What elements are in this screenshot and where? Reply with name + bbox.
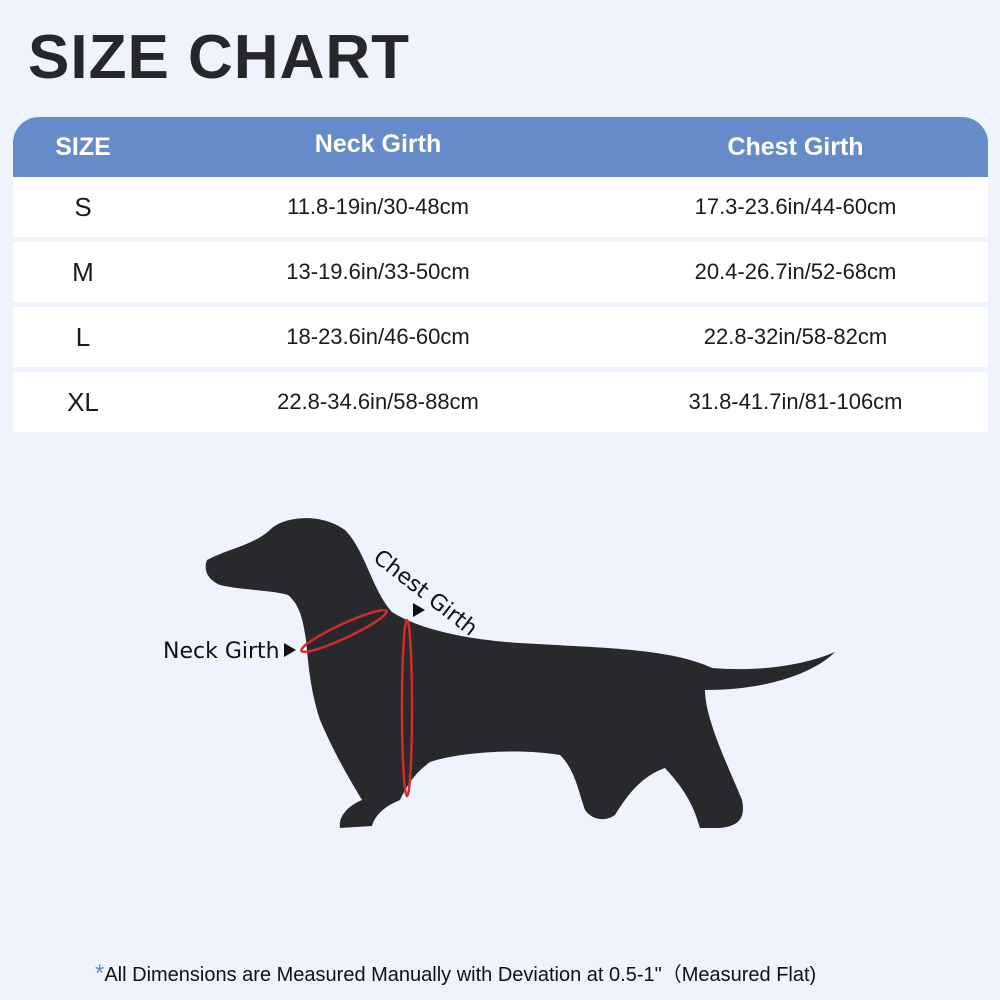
chest-cell: 17.3-23.6in/44-60cm: [694, 194, 897, 219]
dachshund-silhouette-icon: [205, 518, 835, 828]
page-title: SIZE CHART: [28, 23, 410, 92]
size-cell: XL: [67, 386, 99, 417]
asterisk-icon: *: [95, 960, 105, 987]
chest-cell: 20.4-26.7in/52-68cm: [694, 259, 897, 284]
neck-measure-line: [300, 608, 388, 654]
size-table: SIZE Neck Girth Chest Girth S 11.8-19in/…: [13, 117, 988, 437]
size-cell: M: [72, 256, 94, 287]
size-cell: L: [75, 321, 91, 352]
neck-cell: 22.8-34.6in/58-88cm: [277, 389, 479, 414]
measurement-note: *All Dimensions are Measured Manually wi…: [95, 958, 816, 988]
table-row: M 13-19.6in/33-50cm 20.4-26.7in/52-68cm: [13, 242, 988, 302]
neck-cell: 18-23.6in/46-60cm: [286, 324, 470, 349]
header-size: SIZE: [55, 132, 111, 161]
table-row: L 18-23.6in/46-60cm 22.8-32in/58-82cm: [13, 307, 988, 367]
chest-measure-line: [400, 618, 414, 798]
note-text: All Dimensions are Measured Manually wit…: [104, 964, 817, 986]
neck-cell: 11.8-19in/30-48cm: [287, 194, 469, 219]
size-cell: S: [74, 191, 92, 222]
table-row: XL 22.8-34.6in/58-88cm 31.8-41.7in/81-10…: [13, 372, 988, 432]
chest-cell: 31.8-41.7in/81-106cm: [688, 389, 903, 414]
table-row: S 11.8-19in/30-48cm 17.3-23.6in/44-60cm: [13, 177, 988, 237]
neck-arrow-icon: [284, 643, 296, 657]
chest-cell: 22.8-32in/58-82cm: [703, 324, 888, 349]
neck-cell: 13-19.6in/33-50cm: [286, 259, 470, 284]
chest-arrow-icon: [413, 603, 425, 617]
neck-girth-label: Neck Girth: [163, 639, 280, 664]
header-neck-girth: Neck Girth: [314, 129, 442, 158]
table-header: SIZE Neck Girth Chest Girth: [13, 117, 988, 177]
header-chest-girth: Chest Girth: [727, 132, 864, 161]
